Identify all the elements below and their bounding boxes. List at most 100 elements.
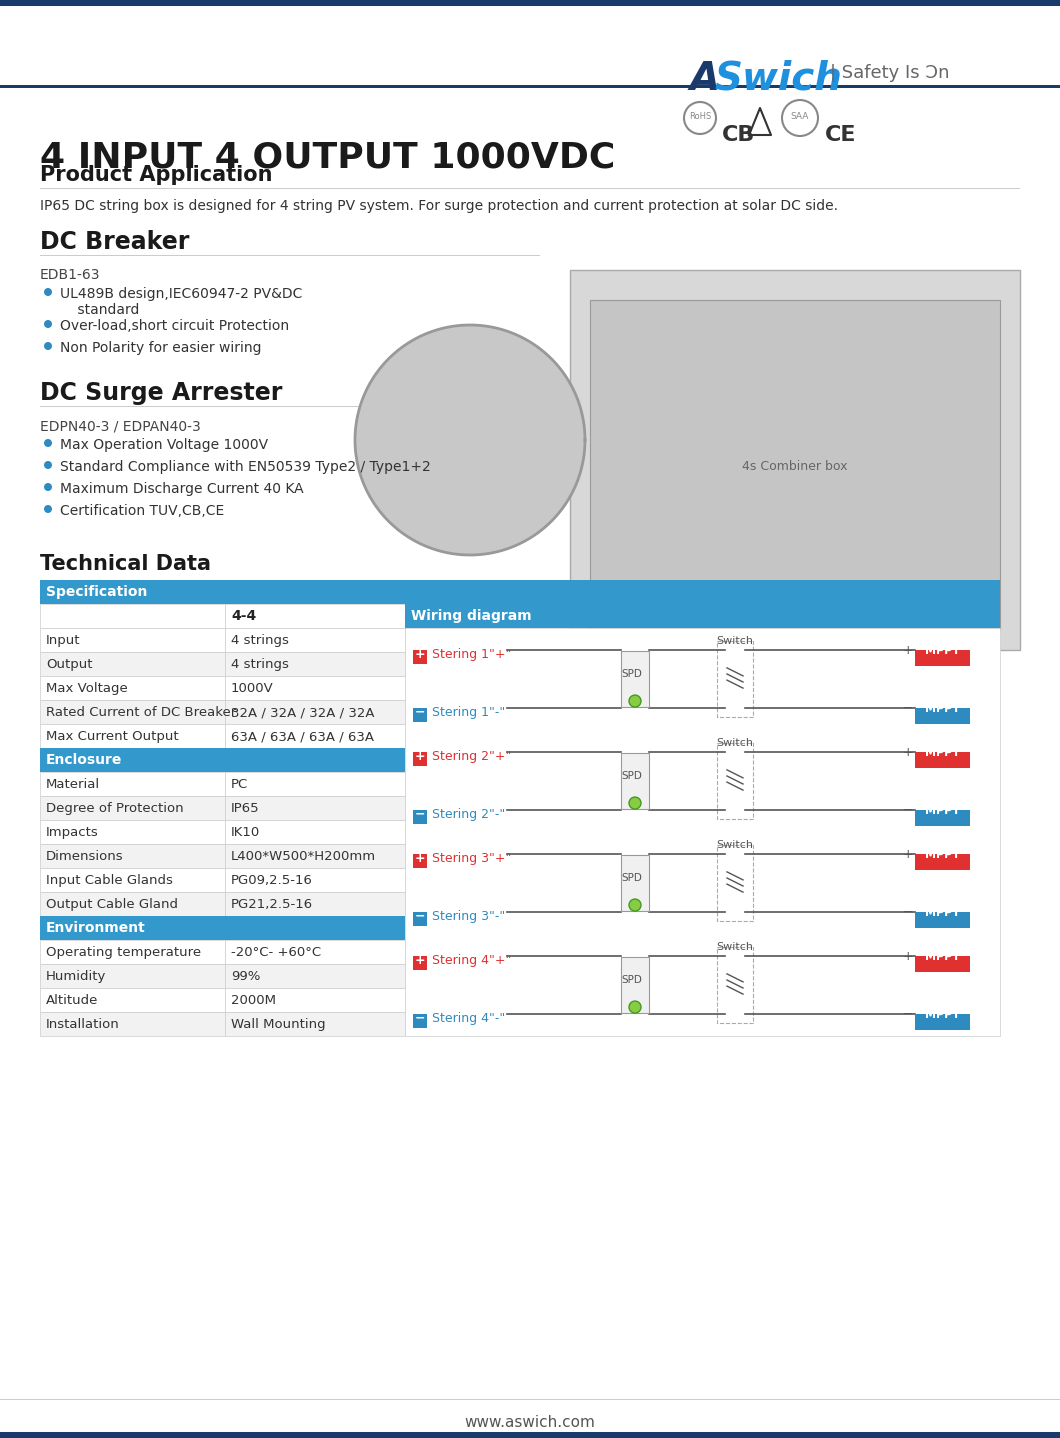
Text: −: − [414, 910, 425, 923]
Text: standard: standard [60, 303, 139, 316]
Bar [40, 700, 225, 723]
Text: Humidity: Humidity [46, 971, 106, 984]
Text: Installation: Installation [46, 1018, 120, 1031]
Text: 4-4: 4-4 [231, 610, 257, 623]
Circle shape [45, 439, 52, 447]
Bar [915, 912, 970, 928]
Text: MPPT: MPPT [925, 952, 960, 962]
Bar [40, 748, 405, 772]
Text: EDB1-63: EDB1-63 [40, 267, 101, 282]
Text: MPPT: MPPT [925, 850, 960, 860]
Circle shape [629, 1001, 641, 1012]
Text: MPPT: MPPT [925, 907, 960, 917]
Text: L400*W500*H200mm: L400*W500*H200mm [231, 850, 376, 863]
Bar [40, 651, 225, 676]
Text: Input: Input [46, 634, 81, 647]
Text: Output: Output [46, 659, 92, 672]
Circle shape [629, 695, 641, 707]
Text: 2000M: 2000M [231, 994, 276, 1007]
Text: 4 strings: 4 strings [231, 634, 289, 647]
Circle shape [629, 899, 641, 912]
Text: Environment: Environment [46, 920, 146, 935]
Bar [413, 810, 427, 824]
Bar [40, 723, 225, 748]
Bar [40, 916, 405, 940]
Bar [413, 854, 427, 869]
Bar [225, 797, 405, 820]
Bar [225, 988, 405, 1012]
Bar [225, 700, 405, 723]
Text: Max Voltage: Max Voltage [46, 682, 128, 695]
Text: IP65 DC string box is designed for 4 string PV system. For surge protection and : IP65 DC string box is designed for 4 str… [40, 198, 838, 213]
Text: MPPT: MPPT [925, 748, 960, 758]
Text: Operating temperature: Operating temperature [46, 946, 201, 959]
Bar [225, 869, 405, 892]
Bar [570, 270, 1020, 650]
Text: Max Current Output: Max Current Output [46, 731, 179, 743]
Text: −: − [903, 1008, 914, 1021]
Bar [915, 752, 970, 768]
Bar [915, 956, 970, 972]
Text: Stering 4"-": Stering 4"-" [432, 1011, 506, 1024]
Bar [40, 963, 225, 988]
Text: www.aswich.com: www.aswich.com [464, 1415, 596, 1429]
Text: Stering 1"-": Stering 1"-" [432, 706, 506, 719]
Bar [40, 772, 225, 797]
Text: SPD: SPD [621, 873, 642, 883]
Text: +: + [414, 751, 425, 764]
Text: EDPN40-3 / EDPAN40-3: EDPN40-3 / EDPAN40-3 [40, 418, 200, 433]
Text: MPPT: MPPT [925, 647, 960, 656]
Text: −: − [903, 702, 914, 715]
Text: Altitude: Altitude [46, 994, 99, 1007]
Text: Stering 1"+": Stering 1"+" [432, 649, 511, 661]
Bar [40, 892, 225, 916]
Text: Non Polarity for easier wiring: Non Polarity for easier wiring [60, 341, 262, 355]
Text: SPD: SPD [621, 975, 642, 985]
Bar [225, 892, 405, 916]
Text: Input Cable Glands: Input Cable Glands [46, 874, 173, 887]
Circle shape [629, 797, 641, 810]
Bar [413, 650, 427, 664]
Bar [621, 754, 649, 810]
Text: −: − [414, 706, 425, 719]
Bar [0, 85, 1060, 88]
Bar [40, 940, 225, 963]
Circle shape [45, 321, 52, 328]
Text: CB: CB [722, 125, 756, 145]
Text: DC Breaker: DC Breaker [40, 230, 190, 255]
Text: Certification TUV,CB,CE: Certification TUV,CB,CE [60, 503, 225, 518]
Text: 99%: 99% [231, 971, 261, 984]
Text: −: − [903, 804, 914, 817]
Bar [40, 628, 225, 651]
Bar [405, 604, 1000, 628]
Text: A: A [690, 60, 720, 98]
Text: 4s Combiner box: 4s Combiner box [742, 460, 848, 473]
Text: −: − [903, 906, 914, 919]
Bar [225, 820, 405, 844]
Text: Rated Current of DC Breaker: Rated Current of DC Breaker [46, 706, 236, 719]
Text: Swich: Swich [714, 60, 842, 98]
Bar [413, 1014, 427, 1028]
Text: 63A / 63A / 63A / 63A: 63A / 63A / 63A / 63A [231, 731, 374, 743]
Text: −: − [414, 808, 425, 821]
Text: Switch: Switch [717, 738, 754, 748]
Text: +: + [903, 848, 914, 861]
Text: -20°C- +60°C: -20°C- +60°C [231, 946, 321, 959]
Bar [590, 301, 1000, 630]
Text: Product Application: Product Application [40, 165, 272, 186]
Text: SPD: SPD [621, 669, 642, 679]
Text: Wiring diagram: Wiring diagram [411, 610, 532, 623]
Text: | Safety Is Ɔn: | Safety Is Ɔn [830, 65, 950, 82]
Bar [40, 988, 225, 1012]
Text: Stering 2"-": Stering 2"-" [432, 808, 506, 821]
Text: Specification: Specification [46, 585, 147, 600]
Bar [40, 604, 225, 628]
Text: Switch: Switch [717, 942, 754, 952]
Bar [225, 628, 405, 651]
Text: CE: CE [825, 125, 856, 145]
Bar [40, 844, 225, 869]
Bar [621, 856, 649, 912]
Text: UL489B design,IEC60947-2 PV&DC: UL489B design,IEC60947-2 PV&DC [60, 288, 302, 301]
Circle shape [45, 483, 52, 490]
Text: Impacts: Impacts [46, 825, 99, 838]
